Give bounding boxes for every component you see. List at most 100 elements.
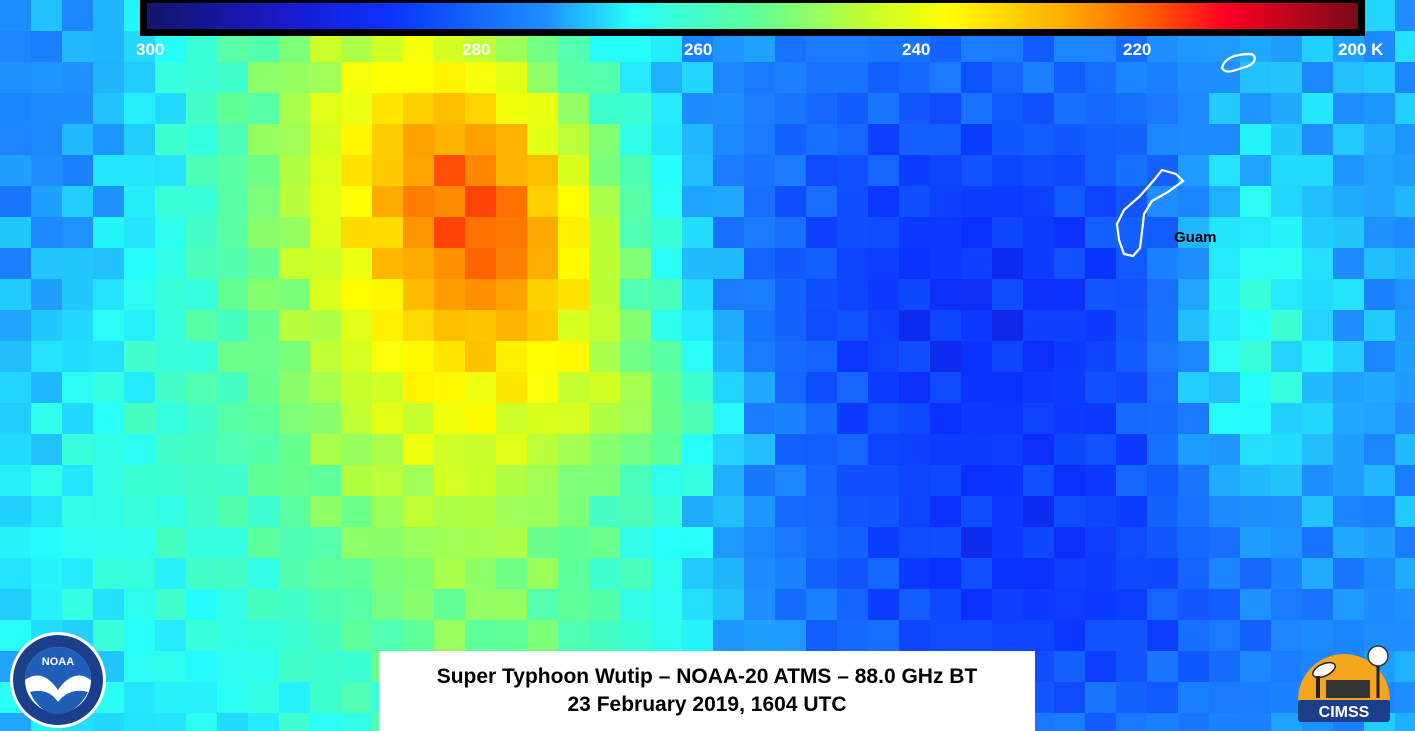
map-cell	[1116, 651, 1148, 683]
map-cell	[310, 124, 342, 156]
map-cell	[806, 31, 838, 63]
map-cell	[1240, 155, 1272, 187]
map-cell	[279, 124, 311, 156]
map-cell	[93, 403, 125, 435]
map-cell	[775, 93, 807, 125]
map-cell	[744, 558, 776, 590]
map-cell	[1302, 310, 1334, 342]
colorbar-tick-240: 240	[902, 40, 931, 59]
map-cell	[620, 403, 652, 435]
map-cell	[279, 341, 311, 373]
map-cell	[372, 248, 404, 280]
map-cell	[1054, 589, 1086, 621]
map-cell	[744, 465, 776, 497]
map-cell	[93, 93, 125, 125]
map-cell	[868, 434, 900, 466]
map-cell	[372, 589, 404, 621]
map-cell	[341, 651, 373, 683]
map-cell	[124, 527, 156, 559]
map-cell	[1178, 713, 1210, 731]
map-cell	[434, 186, 466, 218]
map-cell	[1333, 217, 1365, 249]
map-cell	[1240, 558, 1272, 590]
map-cell	[620, 372, 652, 404]
map-cell	[527, 124, 559, 156]
map-cell	[930, 465, 962, 497]
map-cell	[806, 124, 838, 156]
map-cell	[1209, 155, 1241, 187]
map-cell	[62, 496, 94, 528]
map-cell	[93, 496, 125, 528]
map-cell	[744, 310, 776, 342]
map-cell	[1023, 589, 1055, 621]
map-cell	[1333, 186, 1365, 218]
map-cell	[1271, 31, 1303, 63]
map-cell	[682, 372, 714, 404]
map-cell	[341, 248, 373, 280]
map-cell	[1147, 93, 1179, 125]
map-cell	[620, 589, 652, 621]
map-cell	[1023, 403, 1055, 435]
map-cell	[186, 217, 218, 249]
map-cell	[31, 93, 63, 125]
map-cell	[558, 62, 590, 94]
map-cell	[217, 31, 249, 63]
map-cell	[899, 527, 931, 559]
map-cell	[1302, 279, 1334, 311]
map-cell	[0, 248, 32, 280]
map-cell	[310, 434, 342, 466]
map-cell	[992, 155, 1024, 187]
map-cell	[682, 31, 714, 63]
map-cell	[713, 248, 745, 280]
map-cell	[279, 155, 311, 187]
map-cell	[1333, 248, 1365, 280]
map-cell	[868, 465, 900, 497]
map-cell	[713, 434, 745, 466]
map-cell	[837, 465, 869, 497]
map-cell	[899, 403, 931, 435]
map-cell	[961, 93, 993, 125]
map-cell	[868, 279, 900, 311]
map-cell	[1364, 527, 1396, 559]
map-cell	[1147, 496, 1179, 528]
map-cell	[31, 589, 63, 621]
map-cell	[310, 651, 342, 683]
map-cell	[1054, 248, 1086, 280]
map-cell	[0, 310, 32, 342]
map-cell	[868, 496, 900, 528]
map-cell	[682, 496, 714, 528]
map-cell	[403, 186, 435, 218]
map-cell	[31, 248, 63, 280]
map-cell	[1054, 186, 1086, 218]
map-cell	[992, 527, 1024, 559]
map-cell	[1395, 124, 1415, 156]
map-cell	[1054, 527, 1086, 559]
map-cell	[124, 682, 156, 714]
map-cell	[806, 62, 838, 94]
map-cell	[1116, 155, 1148, 187]
map-cell	[589, 248, 621, 280]
map-cell	[93, 589, 125, 621]
map-cell	[837, 589, 869, 621]
map-cell	[155, 403, 187, 435]
map-cell	[1178, 279, 1210, 311]
map-cell	[1209, 620, 1241, 652]
map-cell	[1116, 310, 1148, 342]
map-cell	[465, 496, 497, 528]
map-cell	[744, 186, 776, 218]
map-cell	[1209, 527, 1241, 559]
map-cell	[1054, 434, 1086, 466]
map-cell	[310, 589, 342, 621]
map-cell	[372, 93, 404, 125]
map-cell	[124, 558, 156, 590]
map-cell	[310, 155, 342, 187]
map-cell	[1240, 434, 1272, 466]
map-cell	[1364, 217, 1396, 249]
map-cell	[155, 31, 187, 63]
map-cell	[527, 558, 559, 590]
map-cell	[1364, 465, 1396, 497]
map-cell	[1302, 155, 1334, 187]
map-cell	[713, 186, 745, 218]
map-cell	[682, 310, 714, 342]
map-cell	[651, 496, 683, 528]
